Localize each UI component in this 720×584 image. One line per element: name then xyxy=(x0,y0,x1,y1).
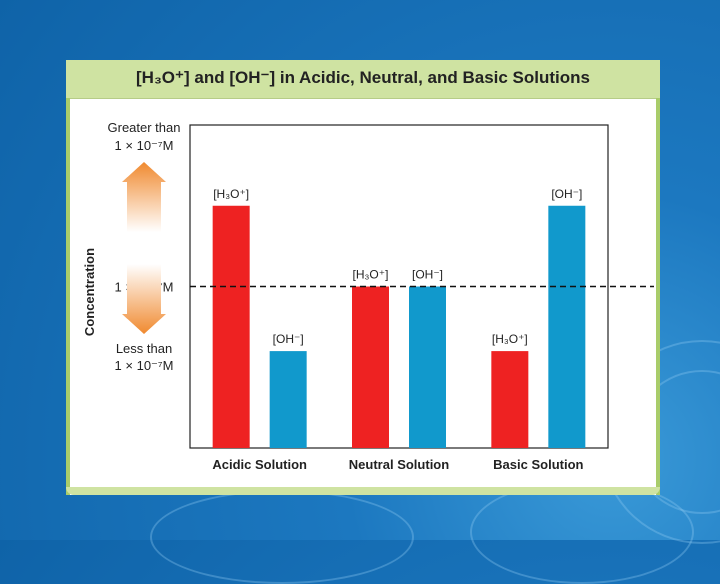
chart-title-bar: [H₃O⁺] and [OH⁻] in Acidic, Neutral, and… xyxy=(66,60,660,99)
x-category-label-3: Basic Solution xyxy=(493,457,583,472)
bar-h3o-1 xyxy=(212,205,250,448)
bar-oh-2 xyxy=(409,286,446,448)
x-category-label-1: Acidic Solution xyxy=(212,457,307,472)
less-than-label: Less than xyxy=(116,341,172,356)
frame-border-right xyxy=(656,98,660,495)
chart-figure: [H₃O⁺] and [OH⁻] in Acidic, Neutral, and… xyxy=(66,60,660,495)
bar-h3o-3 xyxy=(491,351,529,448)
bar-label-oh-2: [OH⁻] xyxy=(412,268,443,282)
chart-title: [H₃O⁺] and [OH⁻] in Acidic, Neutral, and… xyxy=(136,68,590,87)
bar-label-h3o-2: [H₃O⁺] xyxy=(353,268,389,282)
arrow-down-icon xyxy=(122,264,166,334)
bar-label-oh-1: [OH⁻] xyxy=(273,332,304,346)
bars-layer xyxy=(212,205,586,448)
frame-border-bottom xyxy=(66,487,660,495)
bar-oh-3 xyxy=(548,205,586,448)
x-category-label-2: Neutral Solution xyxy=(349,457,449,472)
chart-plot: Concentration Greater than 1 × 10⁻⁷M 1 ×… xyxy=(82,120,654,472)
bar-label-oh-3: [OH⁻] xyxy=(551,187,582,201)
less-than-value: 1 × 10⁻⁷M xyxy=(115,358,174,373)
arrow-up-icon xyxy=(122,162,166,232)
greater-than-value: 1 × 10⁻⁷M xyxy=(115,138,174,153)
frame-border-left xyxy=(66,98,70,495)
plot-area xyxy=(189,124,609,449)
bar-oh-1 xyxy=(269,351,307,448)
bar-label-h3o-3: [H₃O⁺] xyxy=(492,332,528,346)
bar-label-h3o-1: [H₃O⁺] xyxy=(213,187,249,201)
greater-than-label: Greater than xyxy=(108,120,181,135)
y-axis-label: Concentration xyxy=(82,248,97,336)
bar-h3o-2 xyxy=(352,286,389,448)
labels-layer: [H₃O⁺] [OH⁻] Acidic Solution [H₃O⁺] [OH⁻] Neu… xyxy=(212,187,583,472)
